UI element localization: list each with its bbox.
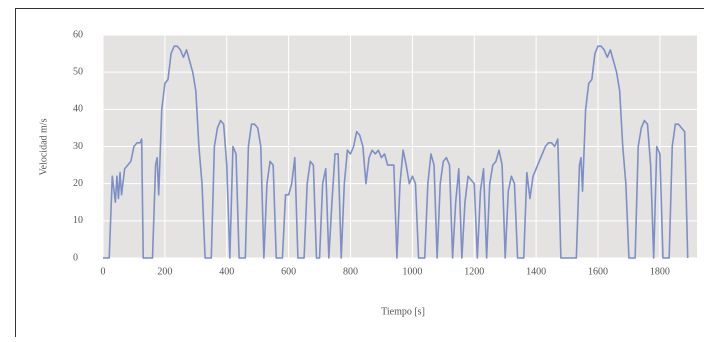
x-tick-label: 600 [281, 266, 296, 277]
y-tick-label: 30 [73, 141, 83, 152]
x-tick-label: 0 [101, 266, 106, 277]
x-tick-label: 200 [157, 266, 172, 277]
y-tick-label: 60 [73, 29, 83, 40]
y-axis-label: Velocidad m/s [38, 118, 49, 175]
y-tick-label: 10 [73, 215, 83, 226]
x-tick-label: 1000 [402, 266, 422, 277]
x-tick-label: 400 [219, 266, 234, 277]
x-tick-label: 1400 [526, 266, 546, 277]
y-tick-label: 40 [73, 104, 83, 115]
x-tick-label: 1600 [588, 266, 608, 277]
x-axis-label: Tiempo [s] [381, 306, 425, 317]
x-tick-label: 1200 [464, 266, 484, 277]
x-tick-label: 1800 [650, 266, 670, 277]
x-tick-label: 800 [343, 266, 358, 277]
y-tick-label: 50 [73, 66, 83, 77]
y-tick-label: 0 [73, 252, 78, 263]
y-tick-label: 20 [73, 178, 83, 189]
